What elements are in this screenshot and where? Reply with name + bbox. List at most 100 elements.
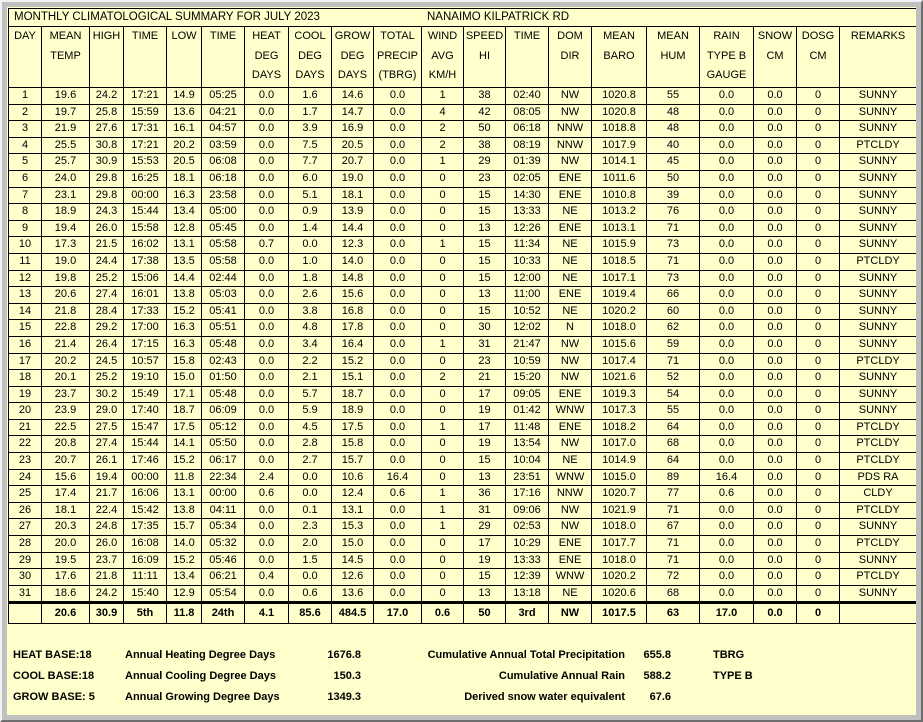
cell-high-time: 15:06 — [123, 269, 167, 288]
cell-day: 9 — [8, 219, 42, 238]
footer-base-label: HEAT BASE:18 — [13, 649, 92, 662]
cell-heat-deg-days: 0.0 — [244, 219, 289, 238]
cell-remarks: SUNNY — [838, 103, 916, 122]
cell-mean-temp: 23.1 — [41, 186, 90, 205]
table-row: 4 25.5 30.8 17:21 20.2 03:59 0.0 7.5 20.5 0.0 2 38 0… — [8, 136, 916, 155]
table-row: 30 17.6 21.8 11:11 13.4 06:21 0.4 0.0 12.6 0.0 0 15… — [8, 568, 916, 586]
cell-speed-time: 13:18 — [505, 584, 549, 604]
cell-snow-cm: 0.0 — [753, 269, 797, 288]
cell-speed-hi: 17 — [463, 418, 506, 437]
cell-dom-dir: ENE — [548, 169, 592, 188]
cell-speed-time: 01:42 — [505, 402, 549, 420]
cell-speed-time: 17:16 — [505, 485, 549, 503]
cell-high-time: 15:42 — [123, 501, 167, 520]
cell-dom-dir: NW — [548, 518, 592, 537]
cell-total-precip: 0.0 — [373, 435, 422, 454]
cell-rain-type-b: 0.0 — [699, 418, 754, 437]
cell-wind-avg: 4 — [421, 103, 464, 122]
cell-mean-baro: 1011.6 — [591, 169, 647, 188]
column-header-day: DAY — [8, 26, 42, 88]
cell-low-time: 05:12 — [201, 418, 245, 437]
cell-heat-deg-days: 0.0 — [244, 136, 289, 155]
cell-mean-baro: 1018.0 — [591, 518, 647, 537]
cell-high-time: 17:38 — [123, 252, 167, 271]
cell-low-time: 02:43 — [201, 352, 245, 371]
cell-rain-type-b: 16.4 — [699, 468, 754, 487]
cell-day: 18 — [8, 369, 42, 387]
cell-heat-deg-days: 0.0 — [244, 87, 289, 105]
cell-mean-baro: 1020.2 — [591, 302, 647, 321]
cell-dosg-cm: 0 — [796, 186, 840, 205]
cell-wind-avg: 0 — [421, 402, 464, 420]
cell-grow-deg-days: 14.4 — [331, 219, 374, 238]
cell-day: 11 — [8, 252, 42, 271]
cell-day: 25 — [8, 485, 42, 503]
cell-rain-type-b: 0.0 — [699, 518, 754, 537]
cell-speed-time: 08:05 — [505, 103, 549, 122]
cell-cool-deg-days: 7.7 — [288, 153, 332, 171]
cell-mean-hum: 71 — [646, 252, 700, 271]
cell-mean-temp: 19.8 — [41, 269, 90, 288]
table-row: 13 20.6 27.4 16:01 13.8 05:03 0.0 2.6 15.6 0.0 0 13… — [8, 286, 916, 304]
cell-remarks: SUNNY — [838, 120, 916, 138]
cell-low: 17.1 — [166, 385, 202, 404]
cell-mean-hum: 71 — [646, 501, 700, 520]
cell-dom-dir: WNW — [548, 402, 592, 420]
cell-low-time: 06:21 — [201, 568, 245, 586]
cell-speed-time: 06:18 — [505, 120, 549, 138]
cell-low: 13.1 — [166, 485, 202, 503]
cell-mean-temp: 15.6 — [41, 468, 90, 487]
cell-dom-dir: NE — [548, 252, 592, 271]
cell-dosg-cm: 0 — [796, 501, 840, 520]
cell-low: 15.2 — [166, 302, 202, 321]
cell-high: 26.1 — [89, 452, 124, 470]
cell-mean-hum: 68 — [646, 584, 700, 604]
cell-grow-deg-days: 17.5 — [331, 418, 374, 437]
cell-low-time: 02:44 — [201, 269, 245, 288]
cell-heat-deg-days: 0.0 — [244, 319, 289, 337]
cell-day: 19 — [8, 385, 42, 404]
cell-rain-type-b: 0.0 — [699, 252, 754, 271]
cell-dosg-cm: 0 — [796, 335, 840, 354]
cell-speed-time: 12:02 — [505, 319, 549, 337]
cell-mean-hum: 55 — [646, 87, 700, 105]
cell-grow-deg-days: 18.9 — [331, 402, 374, 420]
station-name: NANAIMO KILPATRICK RD — [427, 11, 570, 23]
cell-grow-deg-days: 14.8 — [331, 269, 374, 288]
cell-high-time: 17:35 — [123, 518, 167, 537]
cell-high: 27.4 — [89, 286, 124, 304]
table-row: 3 21.9 27.6 17:31 16.1 04:57 0.0 3.9 16.9 0.0 2 50 0… — [8, 120, 916, 138]
cell-heat-deg-days: 0.0 — [244, 518, 289, 537]
cell-high-time: 17:21 — [123, 136, 167, 155]
cell-speed-time: 12:39 — [505, 568, 549, 586]
column-header-high-time: TIME — [123, 26, 167, 88]
cell-low-time: 23:58 — [201, 186, 245, 205]
cell-speed-time: 11:34 — [505, 236, 549, 254]
cell-mean-baro: 1020.8 — [591, 87, 647, 105]
cell-remarks: SUNNY — [838, 551, 916, 570]
cell-cool-deg-days: 2.3 — [288, 518, 332, 537]
cell-rain-type-b: 0.0 — [699, 186, 754, 205]
cell-grow-deg-days: 16.8 — [331, 302, 374, 321]
cell-dosg-cm: 0 — [796, 435, 840, 454]
summary-cell-high: 30.9 — [89, 601, 124, 625]
cell-dom-dir: NE — [548, 203, 592, 221]
cell-grow-deg-days: 12.4 — [331, 485, 374, 503]
cell-mean-hum: 76 — [646, 203, 700, 221]
cell-dosg-cm: 0 — [796, 319, 840, 337]
table-row: 21 22.5 27.5 15:47 17.5 05:12 0.0 4.5 17.5 0.0 1 17… — [8, 418, 916, 437]
cell-dom-dir: NE — [548, 269, 592, 288]
column-header-mean-hum: MEAN HUM — [646, 26, 700, 88]
cell-low: 12.8 — [166, 219, 202, 238]
cell-wind-avg: 0 — [421, 302, 464, 321]
cell-rain-type-b: 0.0 — [699, 369, 754, 387]
cell-dosg-cm: 0 — [796, 385, 840, 404]
cell-mean-temp: 19.6 — [41, 87, 90, 105]
cell-high: 26.0 — [89, 535, 124, 553]
cell-day: 26 — [8, 501, 42, 520]
cell-speed-hi: 23 — [463, 352, 506, 371]
cell-high: 24.2 — [89, 87, 124, 105]
cell-mean-temp: 20.7 — [41, 452, 90, 470]
cell-remarks: SUNNY — [838, 335, 916, 354]
cell-speed-hi: 15 — [463, 252, 506, 271]
